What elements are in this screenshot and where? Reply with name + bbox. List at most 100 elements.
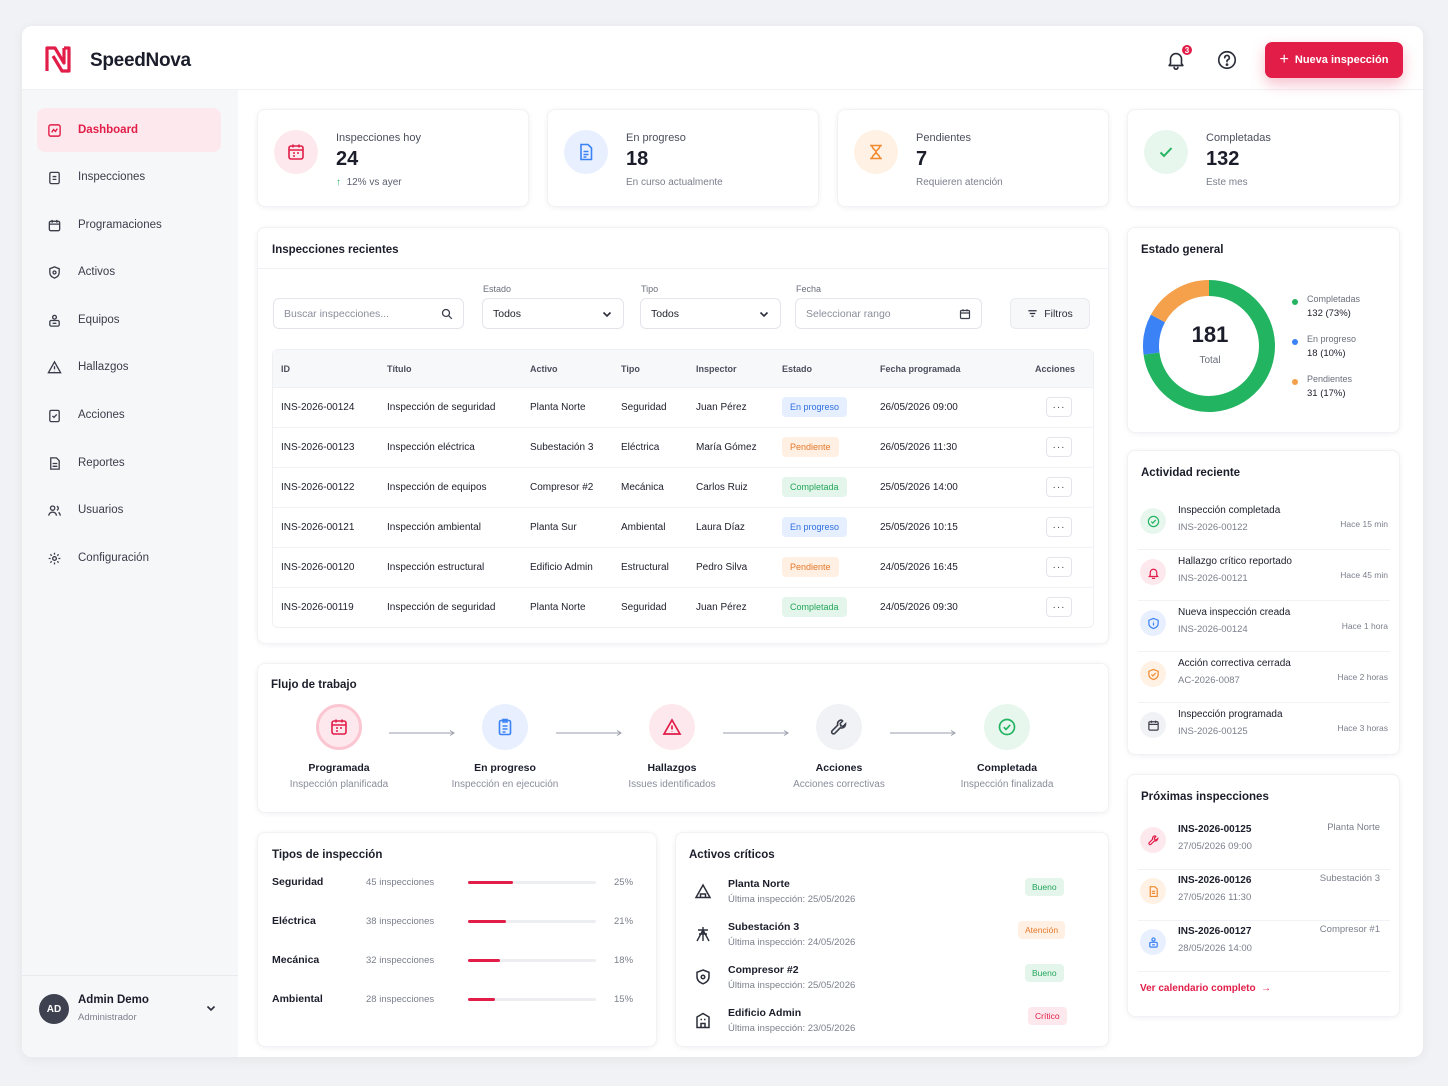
filters-label: Filtros (1044, 307, 1073, 320)
table-row[interactable]: INS-2026-00122 Inspección de equipos Com… (273, 468, 1093, 508)
wrench-icon (1140, 827, 1166, 853)
user-name: Admin Demo (78, 994, 149, 1006)
filter-icon (1028, 310, 1037, 317)
sidebar-item-label: Activos (78, 266, 116, 278)
clipboard-icon (49, 171, 60, 184)
chevron-down-icon[interactable] (205, 1002, 217, 1014)
upcoming-asset: Subestación 3 (1319, 873, 1380, 884)
sidebar-item-hallazgos[interactable]: Hallazgos (37, 345, 221, 389)
search-input[interactable]: Buscar inspecciones... (273, 298, 464, 329)
cell-asset: Planta Norte (530, 602, 586, 613)
asset-row[interactable]: Edificio Admin Última inspección: 23/05/… (690, 1007, 1080, 1043)
activity-title: Inspección completada (1178, 505, 1281, 516)
cell-asset: Planta Sur (530, 522, 577, 533)
card-title: Actividad reciente (1141, 467, 1241, 479)
row-menu-button[interactable]: ··· (1046, 437, 1072, 457)
tipo-select[interactable]: Todos (640, 298, 781, 329)
row-menu-button[interactable]: ··· (1046, 557, 1072, 577)
table-row[interactable]: INS-2026-00123 Inspección eléctrica Sube… (273, 428, 1093, 468)
filters-button[interactable]: Filtros (1010, 298, 1090, 329)
type-row: Seguridad 45 inspecciones 25% (272, 876, 633, 896)
row-menu-button[interactable]: ··· (1046, 397, 1072, 417)
legend-dot (1292, 339, 1298, 345)
cell-date: 24/05/2026 09:30 (880, 602, 958, 613)
type-progress-track (468, 881, 596, 884)
stat-card-progress: En progreso 18 En curso actualmente (547, 109, 819, 207)
step-title: Hallazgos (647, 762, 697, 774)
type-progress-fill (468, 920, 506, 923)
table-row[interactable]: INS-2026-00121 Inspección ambiental Plan… (273, 508, 1093, 548)
activity-item[interactable]: Acción correctiva cerrada AC-2026-0087 Hac… (1138, 652, 1390, 703)
arrow-up-icon: ↑ (336, 177, 341, 188)
sidebar-item-acciones[interactable]: Acciones (37, 393, 221, 437)
card-title: Próximas inspecciones (1141, 791, 1269, 803)
activity-item[interactable]: Hallazgo crítico reportado INS-2026-00121… (1138, 550, 1390, 601)
shield-icon (696, 969, 710, 985)
activity-ref: INS-2026-00125 (1178, 726, 1248, 737)
upcoming-item[interactable]: INS-2026-00126 27/05/2026 11:30 Subestació… (1138, 870, 1390, 921)
column-header: Tipo (621, 364, 640, 374)
sidebar-item-equipos[interactable]: Equipos (37, 298, 221, 342)
activity-item[interactable]: Inspección programada INS-2026-00125 Hace … (1138, 703, 1390, 754)
sidebar-item-activos[interactable]: Activos (37, 250, 221, 294)
table-row[interactable]: INS-2026-00124 Inspección de seguridad P… (273, 388, 1093, 428)
sidebar-item-inspecciones[interactable]: Inspecciones (37, 155, 221, 199)
cell-date: 26/05/2026 09:00 (880, 402, 958, 413)
type-percent: 15% (614, 994, 634, 1005)
row-menu-button[interactable]: ··· (1046, 517, 1072, 537)
arrow-right-icon (389, 730, 455, 736)
sidebar-item-usuarios[interactable]: Usuarios (37, 488, 221, 532)
status-badge: Pendiente (782, 557, 839, 577)
upcoming-item[interactable]: INS-2026-00127 28/05/2026 14:00 Compresor … (1138, 921, 1390, 972)
asset-name: Planta Norte (728, 878, 790, 890)
type-percent: 18% (614, 955, 634, 966)
step-title: Acciones (815, 762, 863, 774)
estado-select[interactable]: Todos (482, 298, 624, 329)
legend-name: En progreso (1307, 334, 1357, 344)
asset-row[interactable]: Compresor #2 Última inspección: 25/05/20… (690, 964, 1080, 1000)
table-row[interactable]: INS-2026-00119 Inspección de seguridad P… (273, 588, 1093, 628)
search-icon (441, 308, 453, 320)
stat-sub: Este mes (1206, 177, 1248, 188)
help-icon[interactable] (1216, 49, 1238, 71)
row-menu-button[interactable]: ··· (1046, 477, 1072, 497)
sidebar-item-programaciones[interactable]: Programaciones (37, 203, 221, 247)
calendar-icon (316, 704, 362, 750)
gear-icon (48, 552, 61, 564)
asset-row[interactable]: Planta Norte Última inspección: 25/05/20… (690, 878, 1080, 914)
sidebar-item-reportes[interactable]: Reportes (37, 441, 221, 485)
asset-name: Edificio Admin (728, 1007, 802, 1019)
donut-total-label: Total (1199, 355, 1221, 366)
row-menu-button[interactable]: ··· (1046, 597, 1072, 617)
building-icon (696, 1012, 710, 1029)
arrow-right-icon (556, 730, 622, 736)
asset-status-badge: Crítico (1028, 1007, 1067, 1025)
new-inspection-button[interactable]: + Nueva inspección (1265, 42, 1403, 78)
cell-title: Inspección de seguridad (387, 402, 496, 413)
activity-item[interactable]: Inspección completada INS-2026-00122 Hace … (1138, 499, 1390, 550)
user-menu[interactable]: AD Admin Demo Administrador (22, 975, 238, 1057)
cell-asset: Planta Norte (530, 402, 586, 413)
asset-row[interactable]: Subestación 3 Última inspección: 24/05/2… (690, 921, 1080, 957)
check-circle-icon (1140, 508, 1166, 534)
substation-icon (696, 927, 710, 942)
stat-card-pending: Pendientes 7 Requieren atención (837, 109, 1109, 207)
upcoming-item[interactable]: INS-2026-00125 27/05/2026 09:00 Planta Nor… (1138, 819, 1390, 870)
sidebar-item-configuracion[interactable]: Configuración (37, 536, 221, 580)
bell-icon[interactable] (1165, 49, 1187, 71)
activity-time: Hace 3 horas (1337, 723, 1388, 733)
activity-ref: INS-2026-00122 (1178, 522, 1248, 533)
calendar-icon (48, 219, 61, 231)
legend-value: 31 (17%) (1307, 388, 1346, 399)
view-calendar-link[interactable]: Ver calendario completo → (1140, 983, 1271, 994)
activity-item[interactable]: Nueva inspección creada INS-2026-00124 Hac… (1138, 601, 1390, 652)
asset-sub: Última inspección: 25/05/2026 (728, 980, 856, 991)
brand-name: SpeedNova (90, 50, 191, 71)
activity-title: Acción correctiva cerrada (1178, 658, 1291, 669)
column-header: Activo (530, 364, 558, 374)
date-range-input[interactable]: Seleccionar rango (795, 298, 982, 329)
cell-inspector: Carlos Ruiz (696, 482, 748, 493)
activity-title: Hallazgo crítico reportado (1178, 556, 1292, 567)
table-row[interactable]: INS-2026-00120 Inspección estructural Ed… (273, 548, 1093, 588)
sidebar-item-dashboard[interactable]: Dashboard (37, 108, 221, 152)
